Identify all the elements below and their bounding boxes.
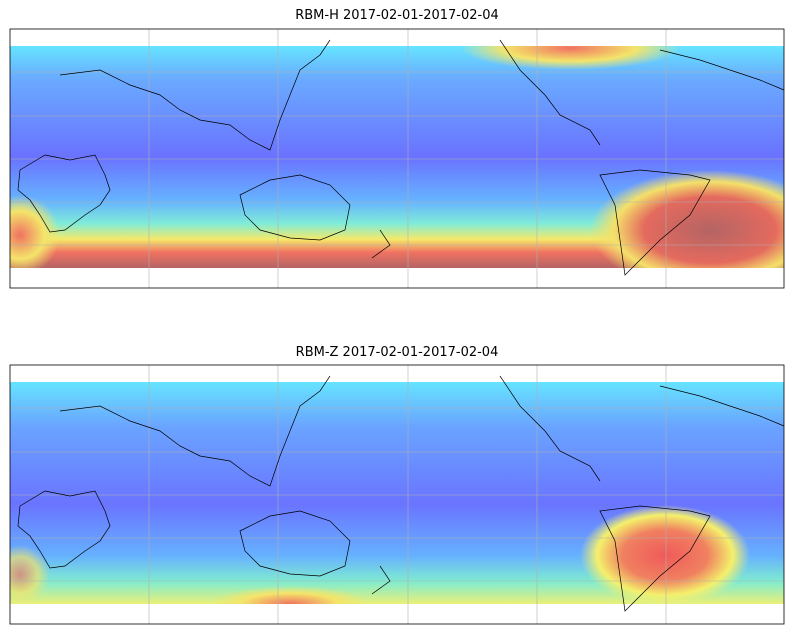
map-panel — [9, 28, 785, 289]
map-panel — [9, 364, 785, 625]
map-title: RBM-H 2017-02-01-2017-02-04 — [295, 8, 499, 23]
map-title: RBM-Z 2017-02-01-2017-02-04 — [296, 345, 499, 360]
